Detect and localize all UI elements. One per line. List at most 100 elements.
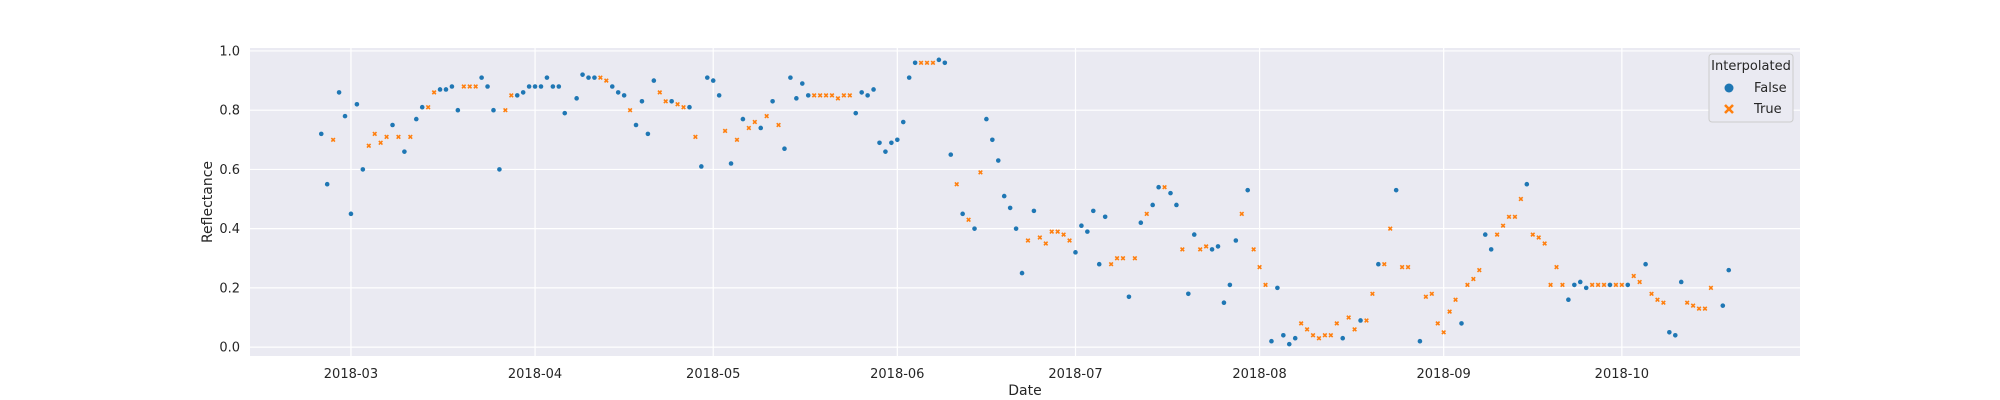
data-point-false xyxy=(865,93,870,98)
data-point-true xyxy=(823,93,829,98)
data-point-true xyxy=(1560,282,1565,288)
data-point-true xyxy=(1631,273,1637,279)
data-point-false xyxy=(906,75,912,80)
data-point-true xyxy=(425,104,431,110)
data-point-true xyxy=(431,90,437,95)
data-point-false xyxy=(437,87,443,92)
data-point-false xyxy=(526,84,532,89)
data-point-true xyxy=(746,125,752,131)
data-point-false xyxy=(639,99,645,104)
data-point-true xyxy=(1708,285,1714,291)
data-point-false xyxy=(1168,190,1173,196)
data-point-false xyxy=(645,131,651,137)
data-point-false xyxy=(710,78,716,83)
data-point-true xyxy=(1655,297,1660,303)
data-point-false xyxy=(1233,238,1239,243)
data-point-false xyxy=(990,137,995,143)
data-point-true xyxy=(1043,241,1049,246)
data-point-false xyxy=(1079,223,1084,228)
data-point-true xyxy=(1476,267,1482,273)
data-point-false xyxy=(1019,270,1025,276)
data-point-false xyxy=(419,104,425,110)
data-point-true xyxy=(1120,255,1126,261)
data-point-false xyxy=(794,96,799,101)
data-point-false xyxy=(1726,267,1732,273)
data-point-false xyxy=(1376,261,1381,267)
data-point-false xyxy=(1572,282,1577,288)
data-point-false xyxy=(704,75,710,80)
data-point-true xyxy=(1589,282,1595,288)
data-point-true xyxy=(603,78,609,83)
data-point-true xyxy=(1690,303,1696,309)
data-point-false xyxy=(514,93,520,98)
data-point-false xyxy=(740,116,746,122)
data-point-false xyxy=(1482,232,1488,237)
data-point-false xyxy=(538,84,544,89)
x-tick-labels: 2018-03 2018-04 2018-05 2018-06 2018-07 2018-… xyxy=(324,367,1649,382)
x-axis-title: Date xyxy=(1008,383,1041,399)
data-point-true xyxy=(1601,282,1607,288)
data-point-false xyxy=(942,60,948,66)
data-point-false xyxy=(1275,285,1280,291)
data-point-true xyxy=(811,93,817,98)
data-point-false xyxy=(1459,321,1464,326)
data-point-true xyxy=(1067,238,1072,243)
data-point-false xyxy=(497,167,502,172)
data-point-false xyxy=(960,211,965,217)
data-point-false xyxy=(1488,247,1494,252)
data-point-true xyxy=(1304,326,1310,332)
data-point-true xyxy=(847,93,853,98)
data-point-true xyxy=(734,137,740,143)
data-point-true xyxy=(1263,282,1268,288)
legend-label-false: False xyxy=(1754,81,1787,96)
data-point-true xyxy=(1108,261,1114,267)
data-point-false xyxy=(485,84,490,89)
plot-background xyxy=(250,48,1800,356)
data-point-true xyxy=(1132,255,1138,261)
data-point-false xyxy=(1156,184,1161,190)
data-point-true xyxy=(1453,297,1458,303)
data-point-false xyxy=(1566,297,1571,303)
data-point-true xyxy=(966,217,971,223)
data-point-false xyxy=(1583,285,1589,291)
data-point-false xyxy=(556,84,562,89)
y-tick-label: 0.2 xyxy=(219,281,240,296)
data-point-true xyxy=(722,128,728,134)
data-point-false xyxy=(699,164,704,169)
data-point-true xyxy=(1387,226,1393,232)
data-point-true xyxy=(1370,291,1375,297)
data-point-false xyxy=(532,84,538,89)
data-point-false xyxy=(550,84,556,89)
data-point-false xyxy=(853,110,859,116)
data-point-true xyxy=(508,93,514,98)
data-point-true xyxy=(954,181,960,187)
legend-label-true: True xyxy=(1753,102,1782,117)
data-point-true xyxy=(1494,232,1500,237)
data-point-false xyxy=(1720,303,1726,308)
data-point-true xyxy=(1257,264,1262,270)
data-point-false xyxy=(390,122,395,128)
data-point-true xyxy=(1661,300,1666,306)
data-point-false xyxy=(574,96,579,101)
data-point-true xyxy=(829,93,835,98)
data-point-false xyxy=(972,226,977,231)
data-point-false xyxy=(770,99,775,104)
data-point-true xyxy=(1061,232,1066,237)
data-point-true xyxy=(663,98,669,104)
data-point-false xyxy=(1281,332,1286,338)
data-point-false xyxy=(883,149,888,154)
data-point-true xyxy=(1162,184,1167,190)
data-point-false xyxy=(586,75,591,80)
data-point-true xyxy=(918,60,924,66)
data-point-true xyxy=(1500,223,1506,229)
data-point-true xyxy=(835,95,841,101)
data-point-true xyxy=(1322,332,1328,338)
data-point-true xyxy=(924,60,930,66)
data-point-false xyxy=(562,110,568,116)
data-point-true xyxy=(1423,294,1429,300)
data-point-false xyxy=(936,57,942,63)
data-point-false xyxy=(1340,335,1346,341)
data-point-false xyxy=(1672,332,1678,338)
data-point-false xyxy=(1667,330,1672,335)
data-point-true xyxy=(657,90,663,95)
